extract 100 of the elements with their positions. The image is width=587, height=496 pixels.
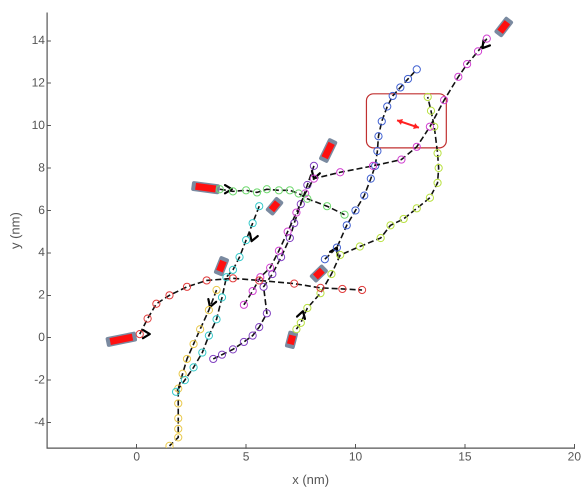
x-tick-label: 20 bbox=[568, 450, 582, 464]
point bbox=[286, 186, 294, 194]
point bbox=[274, 186, 284, 194]
point bbox=[218, 293, 226, 302]
point bbox=[482, 34, 491, 43]
point bbox=[196, 325, 204, 334]
point bbox=[404, 74, 412, 84]
point bbox=[426, 122, 434, 131]
point bbox=[386, 221, 395, 230]
y-tick-label: 2 bbox=[38, 288, 46, 302]
point bbox=[360, 192, 368, 200]
y-tick-label: -2 bbox=[34, 372, 46, 386]
point bbox=[327, 270, 336, 278]
point bbox=[268, 270, 276, 278]
point bbox=[474, 47, 482, 56]
point bbox=[242, 186, 250, 194]
point bbox=[434, 164, 443, 172]
x-tick-label: 15 bbox=[458, 450, 472, 464]
point bbox=[463, 60, 472, 68]
point bbox=[248, 286, 257, 296]
point bbox=[371, 162, 380, 170]
point bbox=[174, 424, 182, 434]
point bbox=[212, 286, 221, 294]
point bbox=[228, 266, 238, 274]
point bbox=[255, 323, 264, 332]
point bbox=[374, 132, 383, 140]
point bbox=[396, 83, 404, 92]
x-tick-label: 5 bbox=[242, 450, 250, 464]
point bbox=[174, 399, 182, 408]
point bbox=[412, 142, 421, 151]
y-tick-label: 6 bbox=[38, 202, 46, 217]
point bbox=[216, 185, 224, 194]
point bbox=[144, 314, 152, 323]
point bbox=[174, 433, 182, 442]
point bbox=[296, 318, 305, 327]
point bbox=[426, 194, 434, 202]
point bbox=[218, 350, 226, 359]
x-tick-label: 0 bbox=[133, 450, 140, 464]
point bbox=[202, 276, 211, 285]
point bbox=[303, 304, 312, 312]
point bbox=[368, 162, 378, 170]
point bbox=[290, 280, 298, 288]
y-tick-label: 0 bbox=[38, 330, 46, 344]
point bbox=[276, 253, 286, 262]
x-tick-label: 10 bbox=[348, 450, 362, 464]
point bbox=[376, 234, 385, 242]
point bbox=[266, 264, 274, 272]
point bbox=[286, 234, 294, 242]
point bbox=[412, 204, 421, 212]
point bbox=[433, 149, 442, 158]
point bbox=[165, 291, 174, 300]
point bbox=[356, 242, 364, 251]
point bbox=[426, 106, 436, 115]
point bbox=[316, 289, 325, 298]
point bbox=[152, 300, 160, 308]
point bbox=[310, 174, 318, 183]
point bbox=[228, 345, 238, 354]
point bbox=[383, 102, 392, 111]
point bbox=[222, 273, 230, 282]
point bbox=[209, 354, 218, 364]
point bbox=[338, 284, 346, 294]
y-tick-label: 12 bbox=[32, 76, 46, 90]
point bbox=[373, 146, 382, 156]
y-tick-label: 8 bbox=[38, 160, 46, 174]
point bbox=[182, 282, 192, 291]
point bbox=[248, 219, 257, 228]
point bbox=[332, 243, 341, 252]
point bbox=[174, 384, 182, 393]
point bbox=[178, 370, 187, 378]
point bbox=[262, 185, 271, 194]
point bbox=[198, 348, 206, 357]
point bbox=[189, 340, 198, 348]
point bbox=[136, 330, 144, 338]
point bbox=[310, 162, 318, 170]
point bbox=[292, 208, 301, 217]
point bbox=[320, 255, 329, 264]
point bbox=[290, 219, 298, 228]
point bbox=[296, 200, 305, 208]
y-tick-label: 10 bbox=[32, 118, 46, 132]
point bbox=[366, 174, 375, 183]
y-tick-label: -4 bbox=[34, 414, 46, 429]
point bbox=[378, 117, 386, 126]
y-tick-label: 14 bbox=[32, 33, 46, 48]
point bbox=[204, 306, 213, 314]
point bbox=[204, 331, 213, 340]
point bbox=[303, 180, 312, 190]
point bbox=[294, 189, 303, 198]
point bbox=[303, 194, 312, 203]
point bbox=[165, 442, 174, 448]
x-axis-title: x (nm) bbox=[292, 472, 330, 487]
point bbox=[255, 202, 264, 210]
point bbox=[424, 92, 432, 102]
point bbox=[248, 331, 257, 340]
point bbox=[255, 276, 264, 285]
point bbox=[172, 388, 180, 396]
point bbox=[440, 96, 448, 104]
point bbox=[284, 228, 292, 236]
point bbox=[212, 315, 221, 324]
point bbox=[262, 309, 271, 318]
point bbox=[189, 363, 198, 372]
